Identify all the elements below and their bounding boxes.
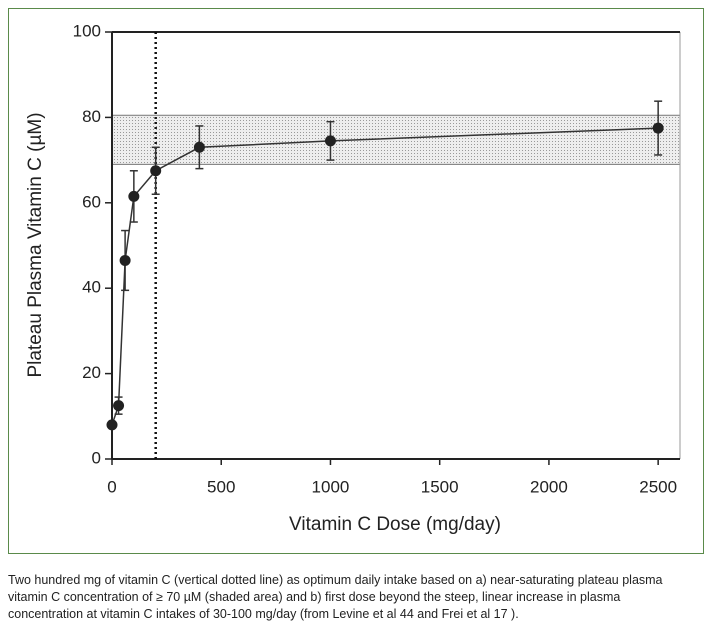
data-point <box>193 141 205 153</box>
figure-frame <box>8 8 704 554</box>
x-axis-label: Vitamin C Dose (mg/day) <box>289 514 501 535</box>
data-line <box>111 127 659 426</box>
data-point <box>128 190 140 202</box>
y-tick-label: 20 <box>82 363 101 382</box>
x-tick-label: 0 <box>107 477 116 496</box>
data-point <box>652 122 664 134</box>
data-point <box>150 165 162 177</box>
y-tick-label: 80 <box>82 107 101 126</box>
y-axis-label: Plateau Plasma Vitamin C (µM) <box>25 112 46 377</box>
caption: Two hundred mg of vitamin C (vertical do… <box>8 573 663 621</box>
data-point <box>119 254 131 266</box>
data-point <box>106 419 118 431</box>
data-point <box>113 400 125 412</box>
x-tick-label: 1500 <box>421 477 459 496</box>
y-tick-label: 60 <box>82 192 101 211</box>
x-tick-label: 500 <box>207 477 235 496</box>
x-tick-label: 2000 <box>530 477 568 496</box>
y-tick-label: 0 <box>92 448 101 467</box>
x-tick-label: 1000 <box>312 477 350 496</box>
x-tick-label: 2500 <box>639 477 677 496</box>
chart: Vitamin C Dose (mg/day) Plateau Plasma V… <box>25 21 681 535</box>
data-point <box>324 135 336 147</box>
y-tick-label: 40 <box>82 278 101 297</box>
shaded-band <box>111 114 681 165</box>
y-tick-label: 100 <box>73 21 101 40</box>
